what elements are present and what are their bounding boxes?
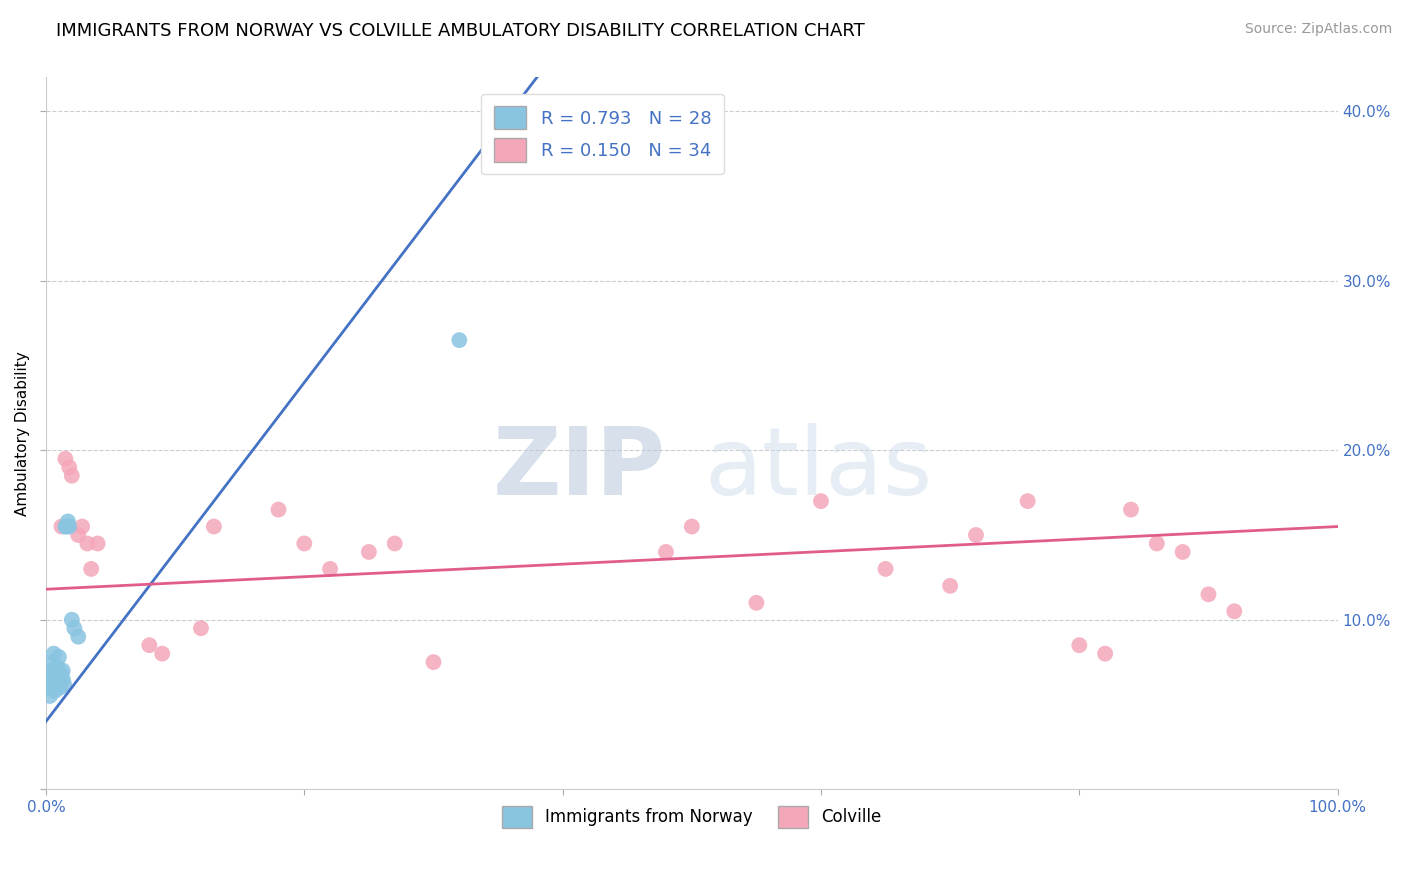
Point (1119, 502, 1142, 516)
Point (67, 528, 90, 542)
Point (60, 468, 83, 483)
Point (42, 672, 65, 686)
Point (1198, 587, 1220, 601)
Point (1069, 638, 1091, 652)
Point (190, 621, 212, 635)
Text: IMMIGRANTS FROM NORWAY VS COLVILLE AMBULATORY DISABILITY CORRELATION CHART: IMMIGRANTS FROM NORWAY VS COLVILLE AMBUL… (56, 22, 865, 40)
Point (38, 689, 60, 703)
Point (810, 494, 832, 508)
Point (53, 451, 76, 466)
Legend: Immigrants from Norway, Colville: Immigrants from Norway, Colville (495, 799, 889, 834)
Point (51, 667, 73, 681)
Point (44, 664, 66, 678)
Point (150, 647, 173, 661)
Point (60, 613, 83, 627)
Point (42, 647, 65, 661)
Point (138, 638, 160, 652)
Point (67, 630, 90, 644)
Text: Source: ZipAtlas.com: Source: ZipAtlas.com (1244, 22, 1392, 37)
Point (53, 519, 76, 533)
Point (86, 536, 108, 550)
Point (41, 655, 63, 669)
Point (48, 650, 70, 665)
Point (39, 672, 62, 686)
Point (56, 515, 79, 529)
Point (1146, 536, 1168, 550)
Point (1094, 647, 1116, 661)
Point (58, 519, 80, 533)
Point (1223, 604, 1246, 618)
Point (58, 460, 80, 475)
Point (449, 333, 471, 347)
Y-axis label: Ambulatory Disability: Ambulatory Disability (15, 351, 30, 516)
Point (319, 562, 342, 576)
Point (681, 519, 703, 533)
Point (422, 655, 444, 669)
Point (292, 536, 315, 550)
Point (52, 664, 75, 678)
Point (53, 677, 76, 691)
Point (965, 528, 987, 542)
Point (48, 672, 70, 686)
Point (38, 681, 60, 695)
Text: atlas: atlas (704, 423, 934, 515)
Point (357, 545, 380, 559)
Point (39, 664, 62, 678)
Point (45, 677, 67, 691)
Point (49, 681, 72, 695)
Text: ZIP: ZIP (494, 423, 666, 515)
Point (1017, 494, 1039, 508)
Point (267, 502, 290, 516)
Point (44, 684, 66, 698)
Point (80, 562, 103, 576)
Point (939, 579, 962, 593)
Point (55, 519, 77, 533)
Point (655, 545, 678, 559)
Point (46, 660, 69, 674)
Point (1171, 545, 1194, 559)
Point (41, 681, 63, 695)
Point (51, 519, 73, 533)
Point (76, 536, 98, 550)
Point (202, 519, 225, 533)
Point (52, 672, 75, 686)
Point (70, 519, 93, 533)
Point (63, 621, 86, 635)
Point (45, 667, 67, 681)
Point (745, 596, 768, 610)
Point (875, 562, 897, 576)
Point (384, 536, 406, 550)
